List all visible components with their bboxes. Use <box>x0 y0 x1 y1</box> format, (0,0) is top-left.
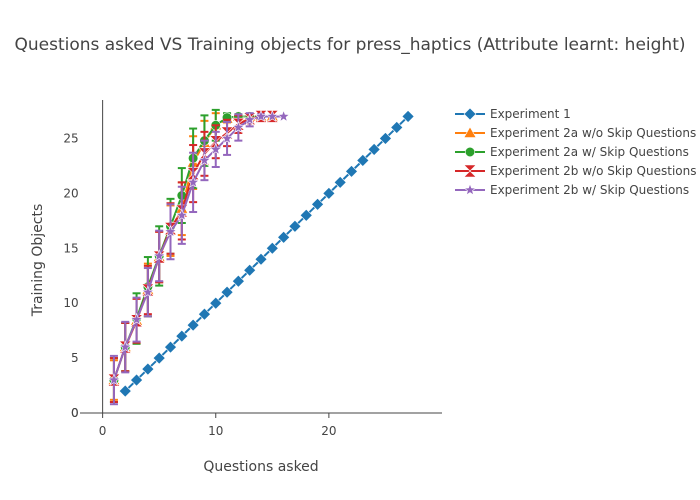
data-point <box>243 263 257 277</box>
legend-label: Experiment 2a w/ Skip Questions <box>490 145 689 159</box>
legend-marker <box>463 183 477 196</box>
legend-item[interactable]: Experiment 2a w/ Skip Questions <box>455 145 689 159</box>
data-point <box>209 296 223 310</box>
data-point <box>231 274 245 288</box>
series-4 <box>107 109 291 406</box>
data-point <box>333 175 347 189</box>
data-point <box>175 329 189 343</box>
data-point <box>379 132 392 145</box>
legend-label: Experiment 1 <box>490 107 571 121</box>
data-point <box>220 285 234 299</box>
data-point <box>118 340 132 353</box>
legend-label: Experiment 2b w/o Skip Questions <box>490 164 696 178</box>
y-tick-label: 5 <box>71 351 79 365</box>
y-tick-label: 15 <box>63 241 78 255</box>
data-point <box>322 186 336 200</box>
data-point <box>345 164 358 178</box>
data-point <box>277 109 291 123</box>
data-point <box>118 384 132 398</box>
y-tick-label: 10 <box>63 296 78 310</box>
x-tick-label: 0 <box>99 424 107 438</box>
legend-marker <box>463 126 477 138</box>
data-point <box>164 340 177 354</box>
series-line <box>112 115 284 381</box>
data-point <box>390 121 404 134</box>
legend-marker <box>463 107 477 121</box>
data-point <box>277 230 291 244</box>
data-point <box>186 318 200 332</box>
y-axis-title: Training Objects <box>30 204 46 318</box>
data-point <box>220 131 234 144</box>
data-point <box>288 219 302 233</box>
data-point <box>152 351 166 365</box>
data-point <box>265 109 279 123</box>
data-point <box>254 252 268 266</box>
data-point <box>356 153 370 167</box>
x-tick-label: 20 <box>321 424 336 438</box>
data-point <box>163 224 178 238</box>
legend-marker <box>464 146 476 158</box>
series-0 <box>118 110 415 398</box>
data-point <box>175 208 189 221</box>
data-point <box>209 142 223 155</box>
legend-item[interactable]: Experiment 2a w/o Skip Questions <box>455 126 696 140</box>
data-point <box>265 241 279 255</box>
chart-title: Questions asked VS Training objects for … <box>14 35 685 55</box>
data-point <box>220 126 234 140</box>
series-2 <box>108 108 267 404</box>
legend[interactable]: Experiment 1 Experiment 2a w/o Skip Quest… <box>455 107 696 197</box>
data-point <box>401 110 415 123</box>
data-point <box>254 109 268 123</box>
data-point <box>130 312 144 326</box>
data-point <box>299 208 313 222</box>
data-point <box>197 147 212 161</box>
data-point <box>141 362 155 376</box>
legend-marker <box>463 164 477 178</box>
legend-label: Experiment 2b w/ Skip Questions <box>490 183 689 197</box>
plot-area <box>107 108 415 406</box>
data-point <box>367 142 381 156</box>
legend-item[interactable]: Experiment 2b w/o Skip Questions <box>455 164 696 178</box>
y-tick-label: 0 <box>71 406 79 420</box>
legend-item[interactable]: Experiment 2b w/ Skip Questions <box>455 183 689 197</box>
data-point <box>197 153 211 166</box>
data-point <box>107 373 121 386</box>
data-point <box>243 112 257 126</box>
data-point <box>152 249 166 262</box>
data-point <box>231 120 245 134</box>
data-point <box>186 175 200 188</box>
x-tick-label: 10 <box>208 424 223 438</box>
y-tick-label: 20 <box>63 186 78 200</box>
legend-label: Experiment 2a w/o Skip Questions <box>490 126 696 140</box>
data-point <box>198 307 211 321</box>
y-tick-label: 25 <box>63 131 78 145</box>
data-point <box>141 285 155 298</box>
data-point <box>311 197 324 211</box>
y-tick-label: 0 <box>71 406 79 420</box>
data-point <box>130 373 143 387</box>
x-axis-title: Questions asked <box>203 459 318 475</box>
legend-item[interactable]: Experiment 1 <box>455 107 571 121</box>
